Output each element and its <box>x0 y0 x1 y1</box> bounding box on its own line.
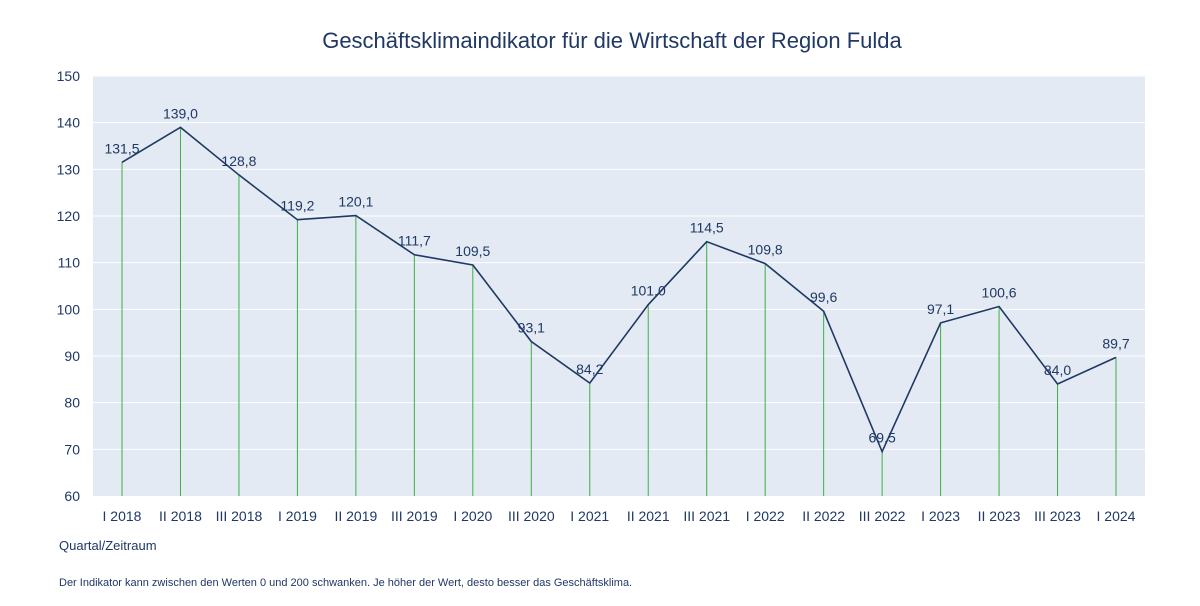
x-axis-ticks: I 2018 II 2018 III 2018 I 2019 II 2019 III 20… <box>103 508 1136 524</box>
x-tick-label: III 2019 <box>391 508 438 524</box>
data-label: 84,0 <box>1044 362 1071 378</box>
y-tick-label: 70 <box>64 441 80 457</box>
data-label: 120,1 <box>338 194 373 210</box>
data-label: 111,7 <box>398 233 431 249</box>
y-tick-label: 80 <box>64 395 80 411</box>
footnote: Der Indikator kann zwischen den Werten 0… <box>59 577 632 589</box>
x-tick-label: II 2021 <box>627 508 670 524</box>
data-label: 84,2 <box>576 361 603 377</box>
x-tick-label: III 2021 <box>683 508 730 524</box>
data-label: 119,2 <box>280 198 314 214</box>
data-label: 99,6 <box>810 289 837 305</box>
y-axis-ticks: 60 70 80 90 100 110 120 130 140 150 <box>57 68 81 504</box>
x-axis-title: Quartal/Zeitraum <box>59 538 157 553</box>
x-tick-label: III 2020 <box>508 508 555 524</box>
data-label: 139,0 <box>163 105 198 121</box>
x-tick-label: I 2022 <box>746 508 785 524</box>
data-label: 114,5 <box>690 220 724 236</box>
x-tick-label: I 2018 <box>103 508 142 524</box>
x-tick-label: II 2018 <box>159 508 202 524</box>
y-tick-label: 140 <box>57 115 81 131</box>
y-tick-label: 110 <box>58 255 81 271</box>
y-tick-label: 150 <box>57 68 81 84</box>
x-tick-label: I 2020 <box>453 508 492 524</box>
data-label: 109,8 <box>748 242 783 258</box>
grid-lines <box>93 75 1145 450</box>
x-tick-label: III 2022 <box>859 508 906 524</box>
y-tick-label: 120 <box>57 208 81 224</box>
drop-lines <box>121 127 1117 496</box>
data-label: 97,1 <box>927 301 954 317</box>
x-tick-label: II 2019 <box>334 508 377 524</box>
x-tick-label: I 2021 <box>570 508 609 524</box>
chart-title: Geschäftsklimaindikator für die Wirtscha… <box>322 28 902 53</box>
data-label: 128,8 <box>221 153 256 169</box>
x-tick-label: II 2022 <box>802 508 845 524</box>
y-tick-label: 60 <box>64 488 80 504</box>
x-tick-label: I 2023 <box>921 508 960 524</box>
y-tick-label: 130 <box>57 161 81 177</box>
data-label: 101,0 <box>631 283 666 299</box>
x-tick-label: III 2023 <box>1034 508 1081 524</box>
data-labels: 131,5 139,0 128,8 119,2 120,1 111,7 109,5 93,1 8… <box>104 105 1129 445</box>
x-tick-label: III 2018 <box>216 508 263 524</box>
data-label: 109,5 <box>455 243 490 259</box>
plot-area <box>93 76 1145 496</box>
x-tick-label: II 2023 <box>978 508 1021 524</box>
series-line <box>121 126 1117 454</box>
data-label: 100,6 <box>982 285 1017 301</box>
x-tick-label: I 2019 <box>278 508 317 524</box>
data-label: 69,5 <box>868 430 895 446</box>
x-tick-label: I 2024 <box>1097 508 1136 524</box>
data-label: 93,1 <box>518 320 545 336</box>
y-tick-label: 100 <box>57 301 81 317</box>
data-label: 89,7 <box>1102 335 1129 351</box>
y-tick-label: 90 <box>64 348 80 364</box>
data-label: 131,5 <box>104 140 139 156</box>
